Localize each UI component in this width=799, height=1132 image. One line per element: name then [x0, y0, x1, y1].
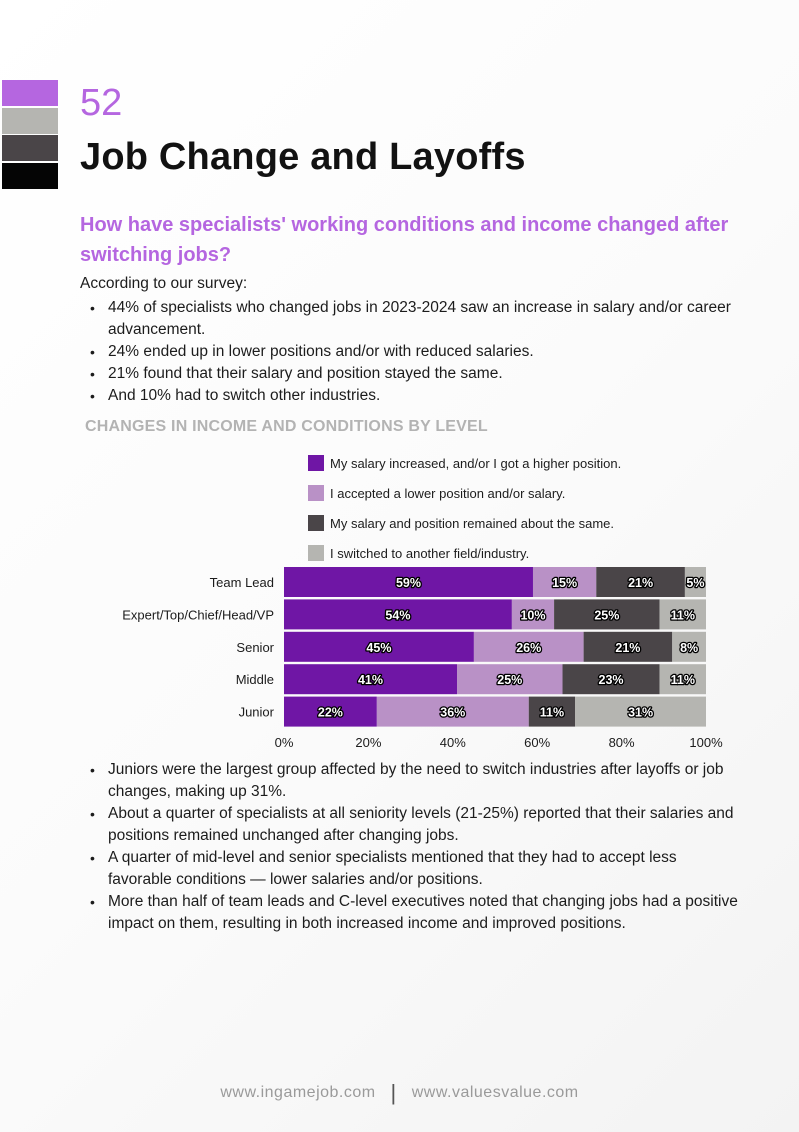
bar-team-lead-3 [684, 567, 706, 597]
data-label: 25% [497, 673, 522, 687]
bullet-item: 44% of specialists who changed jobs in 2… [90, 297, 740, 341]
bar-middle-3 [659, 664, 706, 695]
data-label: 10% [520, 608, 545, 622]
data-label: 41% [358, 673, 383, 687]
bullet-item: 21% found that their salary and position… [90, 363, 740, 385]
data-label: 25% [594, 608, 619, 622]
swatch-grey [2, 107, 58, 134]
legend-label: I accepted a lower position and/or salar… [330, 485, 566, 501]
data-label: 59% [396, 576, 421, 590]
data-label: 31% [628, 706, 653, 720]
bullet-item: A quarter of mid-level and senior specia… [90, 847, 740, 891]
swatch-black [2, 162, 58, 189]
data-label: 23% [599, 673, 624, 687]
x-tick-label: 40% [440, 735, 466, 750]
legend-item-switched: I switched to another field/industry. [308, 538, 621, 568]
data-label: 11% [671, 608, 695, 622]
footer: www.ingamejob.com | www.valuesvalue.com [0, 1080, 799, 1106]
footer-separator: | [390, 1080, 397, 1105]
chart-legend: My salary increased, and/or I got a high… [308, 448, 621, 568]
legend-item-lower: I accepted a lower position and/or salar… [308, 478, 621, 508]
section-subtitle: How have specialists' working conditions… [80, 214, 729, 266]
legend-swatch [308, 545, 324, 561]
page-number: 52 [80, 82, 123, 124]
bar-junior-3 [575, 696, 706, 727]
bar-middle-2 [562, 664, 660, 695]
data-label: 45% [366, 641, 391, 655]
data-label: 36% [440, 706, 465, 720]
data-label: 54% [385, 608, 410, 622]
bar-expert-top-chief-head-vp-2 [554, 599, 660, 630]
data-label: 8% [680, 641, 698, 655]
legend-label: I switched to another field/industry. [330, 545, 530, 561]
legend-label: My salary increased, and/or I got a high… [330, 455, 622, 471]
swatch-purple [2, 80, 58, 106]
footer-link-valuesvalue[interactable]: www.valuesvalue.com [411, 1084, 579, 1101]
bar-junior-2 [528, 696, 576, 727]
chart-title: CHANGES IN INCOME AND CONDITIONS BY LEVE… [85, 418, 488, 435]
x-tick-label: 80% [609, 735, 635, 750]
bar-senior-0 [284, 631, 474, 662]
bar-senior-3 [672, 631, 706, 662]
bar-junior-1 [376, 696, 529, 727]
bar-expert-top-chief-head-vp-3 [659, 599, 706, 630]
x-tick-label: 60% [524, 735, 550, 750]
legend-item-same: My salary and position remained about th… [308, 508, 621, 538]
bottom-bullet-list: Juniors were the largest group affected … [90, 759, 740, 935]
x-tick-label: 100% [689, 735, 723, 750]
bullet-item: 24% ended up in lower positions and/or w… [90, 341, 740, 363]
data-label: 21% [615, 641, 640, 655]
legend-swatch [308, 455, 324, 471]
bar-senior-2 [583, 631, 673, 662]
data-label: 5% [686, 576, 704, 590]
legend-swatch [308, 485, 324, 501]
color-swatches [2, 80, 58, 190]
category-label-expert-top-chief-head-vp: Expert/Top/Chief/Head/VP [122, 607, 274, 622]
stacked-bar-chart: Team Lead 59% 15% 21% 5% Expert/Top/Chief/Hea… [122, 567, 723, 750]
x-tick-label: 0% [275, 735, 294, 750]
bar-team-lead-0 [284, 567, 533, 597]
category-label-junior: Junior [239, 705, 275, 720]
intro-text: According to our survey: [80, 275, 248, 292]
legend-item-increased: My salary increased, and/or I got a high… [308, 448, 621, 478]
data-label: 26% [516, 641, 541, 655]
swatch-dark [2, 135, 58, 161]
bullet-item: About a quarter of specialists at all se… [90, 803, 740, 847]
bar-expert-top-chief-head-vp-1 [511, 599, 555, 630]
bar-middle-0 [284, 664, 458, 695]
data-label: 22% [318, 706, 343, 720]
data-label: 11% [671, 673, 695, 687]
bar-expert-top-chief-head-vp-0 [284, 599, 512, 630]
legend-label: My salary and position remained about th… [330, 515, 614, 531]
category-label-middle: Middle [236, 672, 274, 687]
legend-swatch [308, 515, 324, 531]
footer-link-ingamejob[interactable]: www.ingamejob.com [220, 1084, 376, 1101]
category-label-team-lead: Team Lead [210, 575, 274, 590]
x-tick-label: 20% [355, 735, 381, 750]
data-label: 15% [552, 576, 577, 590]
bullet-item: Juniors were the largest group affected … [90, 759, 740, 803]
data-label: 21% [628, 576, 653, 590]
data-label: 11% [540, 706, 564, 720]
bar-team-lead-2 [596, 567, 685, 597]
bullet-item: More than half of team leads and C-level… [90, 891, 740, 935]
page-title: Job Change and Layoffs [80, 136, 526, 178]
bar-middle-1 [457, 664, 563, 695]
top-bullet-list: 44% of specialists who changed jobs in 2… [90, 297, 740, 407]
bar-senior-1 [473, 631, 584, 662]
bar-junior-0 [284, 696, 377, 727]
bullet-item: And 10% had to switch other industries. [90, 385, 740, 407]
bar-team-lead-1 [532, 567, 597, 597]
category-label-senior: Senior [236, 640, 274, 655]
